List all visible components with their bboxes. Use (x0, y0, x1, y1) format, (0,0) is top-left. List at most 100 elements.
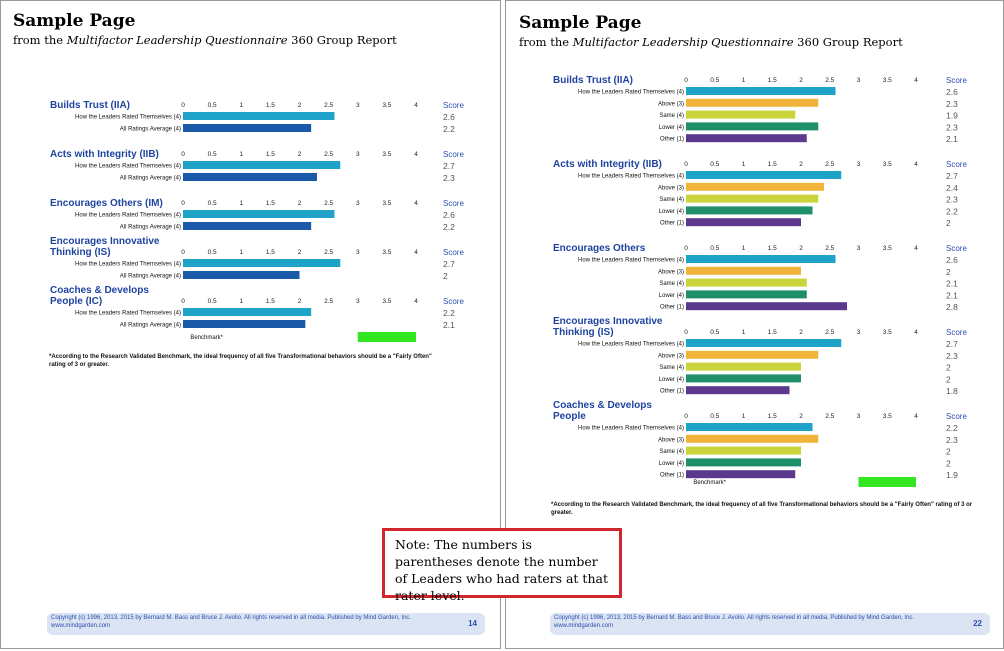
tick-label: 0.5 (208, 200, 217, 207)
tick-label: 3.5 (883, 161, 892, 168)
tick-label: 0.5 (710, 161, 719, 168)
row-label: Lower (4) (659, 293, 684, 299)
score-value: 2 (443, 271, 448, 281)
report-page-left: Sample Page from the Multifactor Leaders… (0, 0, 501, 649)
benchmark-bar (858, 477, 916, 487)
tick-label: 4 (414, 151, 418, 158)
bar-self (686, 339, 842, 347)
row-label: Above (3) (658, 437, 684, 443)
score-value: 2.1 (946, 290, 958, 300)
tick-label: 1.5 (266, 200, 275, 207)
tick-label: 2 (298, 102, 302, 109)
tick-label: 3 (857, 413, 861, 420)
bar-other (686, 470, 796, 479)
bar-self (686, 423, 813, 431)
bar-above (686, 98, 819, 107)
tick-label: 2 (799, 161, 803, 168)
bar-average (183, 222, 312, 230)
score-value: 2.7 (443, 259, 455, 269)
tick-label: 0 (684, 329, 688, 336)
tick-label: 2.5 (324, 151, 333, 158)
tick-label: 4 (914, 77, 918, 84)
score-value: 2.3 (946, 99, 958, 109)
tick-label: 1.5 (266, 102, 275, 109)
tick-label: 4 (414, 200, 418, 207)
tick-label: 4 (914, 329, 918, 336)
score-value: 2.2 (946, 423, 958, 433)
bar-average (183, 173, 317, 181)
section-title: Thinking (IS) (50, 247, 111, 258)
tick-label: 3.5 (382, 102, 391, 109)
tick-label: 3 (356, 102, 360, 109)
row-label: Lower (4) (659, 209, 684, 215)
row-label: All Ratings Average (4) (120, 127, 181, 133)
tick-label: 2.5 (324, 102, 333, 109)
row-label: Above (3) (658, 101, 684, 107)
tick-label: 3 (857, 245, 861, 252)
row-label: Same (4) (659, 281, 684, 287)
tick-label: 1.5 (768, 77, 777, 84)
tick-label: 1 (742, 413, 746, 420)
score-header: Score (946, 328, 967, 337)
tick-label: 4 (414, 102, 418, 109)
page-footer: Copyright (c) 1996, 2013, 2015 by Bernar… (47, 613, 485, 635)
score-value: 2.3 (946, 435, 958, 445)
tick-label: 2 (799, 413, 803, 420)
tick-label: 2.5 (825, 413, 834, 420)
bar-other (686, 302, 847, 311)
score-value: 2.3 (946, 122, 958, 132)
row-label: How the Leaders Rated Themselves (4) (75, 115, 181, 121)
subtitle-prefix: from the (519, 35, 573, 49)
tick-label: 2 (799, 245, 803, 252)
bar-self (183, 308, 312, 316)
copyright-text: Copyright (c) 1996, 2013, 2015 by Bernar… (554, 615, 915, 629)
row-label: How the Leaders Rated Themselves (4) (75, 311, 181, 317)
tick-label: 1 (239, 298, 243, 305)
tick-label: 3.5 (382, 200, 391, 207)
bar-same (686, 446, 801, 455)
score-value: 2 (946, 363, 951, 373)
tick-label: 3 (857, 77, 861, 84)
tick-label: 0.5 (208, 249, 217, 256)
tick-label: 2 (799, 329, 803, 336)
bar-lower (686, 458, 801, 467)
benchmark-label: Benchmark* (190, 335, 223, 341)
tick-label: 1.5 (266, 151, 275, 158)
score-header: Score (443, 248, 464, 257)
tick-label: 0 (684, 413, 688, 420)
row-label: All Ratings Average (4) (120, 176, 181, 182)
score-value: 2.1 (443, 320, 455, 330)
score-value: 2.1 (946, 134, 958, 144)
section-title: Encourages Innovative (553, 316, 663, 327)
tick-label: 0 (181, 102, 185, 109)
row-label: All Ratings Average (4) (120, 323, 181, 329)
bar-lower (686, 122, 819, 131)
tick-label: 1 (742, 245, 746, 252)
bar-self (686, 171, 842, 179)
tick-label: 1 (742, 77, 746, 84)
tick-label: 4 (414, 249, 418, 256)
bar-self (686, 255, 836, 263)
row-label: How the Leaders Rated Themselves (4) (578, 426, 684, 432)
bar-above (686, 350, 819, 359)
tick-label: 0 (181, 298, 185, 305)
bar-lower (686, 290, 807, 299)
score-value: 2.7 (946, 171, 958, 181)
bar-lower (686, 374, 801, 383)
score-header: Score (946, 412, 967, 421)
score-value: 2.6 (443, 112, 455, 122)
tick-label: 2 (298, 200, 302, 207)
row-label: Other (1) (660, 221, 684, 227)
benchmark-footnote: *According to the Research Validated Ben… (551, 502, 973, 516)
section-title: Encourages Innovative (50, 236, 160, 247)
section-title: Coaches & Develops (553, 400, 652, 411)
score-value: 2.6 (946, 255, 958, 265)
copyright-text: Copyright (c) 1996, 2013, 2015 by Bernar… (51, 615, 412, 629)
subtitle-suffix: 360 Group Report (287, 33, 397, 47)
tick-label: 1.5 (266, 249, 275, 256)
score-value: 2.2 (443, 222, 455, 232)
bar-self (183, 161, 341, 169)
tick-label: 0.5 (710, 77, 719, 84)
score-value: 2.2 (946, 206, 958, 216)
row-label: Above (3) (658, 353, 684, 359)
